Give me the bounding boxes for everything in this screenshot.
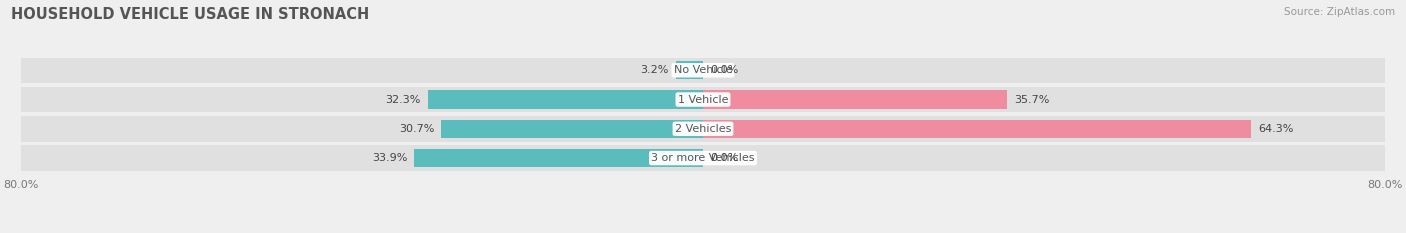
Legend: Owner-occupied, Renter-occupied: Owner-occupied, Renter-occupied — [581, 230, 825, 233]
Bar — [703, 90, 1007, 109]
Text: 32.3%: 32.3% — [385, 95, 420, 105]
Text: 1 Vehicle: 1 Vehicle — [678, 95, 728, 105]
Bar — [21, 145, 1385, 171]
Bar — [21, 87, 1385, 112]
Text: 33.9%: 33.9% — [371, 153, 408, 163]
Text: 3.2%: 3.2% — [641, 65, 669, 75]
Text: 0.0%: 0.0% — [710, 153, 738, 163]
Text: No Vehicle: No Vehicle — [673, 65, 733, 75]
Text: 0.0%: 0.0% — [710, 65, 738, 75]
Text: Source: ZipAtlas.com: Source: ZipAtlas.com — [1284, 7, 1395, 17]
Bar — [427, 90, 703, 109]
Bar — [441, 120, 703, 138]
Text: 2 Vehicles: 2 Vehicles — [675, 124, 731, 134]
Text: 35.7%: 35.7% — [1014, 95, 1049, 105]
Text: HOUSEHOLD VEHICLE USAGE IN STRONACH: HOUSEHOLD VEHICLE USAGE IN STRONACH — [11, 7, 370, 22]
Bar — [21, 116, 1385, 141]
Text: 3 or more Vehicles: 3 or more Vehicles — [651, 153, 755, 163]
Bar — [703, 120, 1251, 138]
Text: 30.7%: 30.7% — [399, 124, 434, 134]
Bar — [413, 149, 703, 167]
Bar — [21, 58, 1385, 83]
Bar — [676, 61, 703, 79]
Text: 64.3%: 64.3% — [1258, 124, 1294, 134]
